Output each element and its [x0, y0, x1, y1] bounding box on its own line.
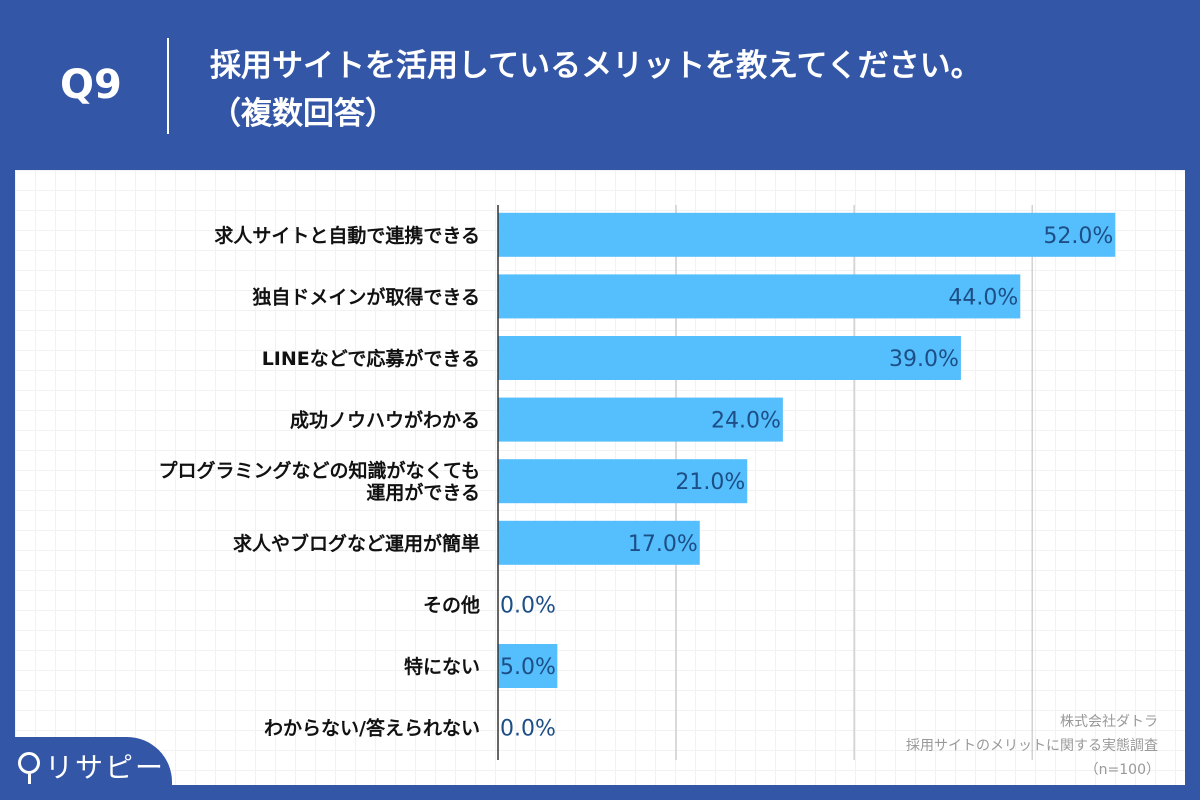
bar [498, 274, 1021, 319]
category-label: 特にない [404, 656, 480, 678]
bar [498, 336, 961, 380]
chart-title: 採用サイトを活用しているメリットを教えてください。 （複数回答） [210, 42, 982, 138]
title-line-2: （複数回答） [210, 96, 396, 132]
value-label: 44.0% [948, 285, 1018, 310]
value-label: 0.0% [500, 593, 556, 618]
divider [167, 38, 169, 134]
bar [498, 644, 558, 688]
source-survey: 採用サイトのメリットに関する実態調査 [906, 738, 1158, 754]
bar [498, 459, 748, 504]
value-label: 5.0% [500, 655, 556, 680]
source-n: （n=100） [1084, 762, 1160, 778]
value-label: 24.0% [711, 409, 781, 434]
category-label: LINEなどで応募ができる [262, 347, 480, 370]
category-label: その他 [423, 593, 480, 616]
logo: リサピー [45, 746, 165, 786]
bar [498, 397, 783, 442]
source-company: 株式会社ダトラ [1060, 714, 1158, 730]
title-line-1: 採用サイトを活用しているメリットを教えてください。 [210, 48, 982, 84]
category-label: 求人やブログなど運用が簡単 [233, 532, 480, 555]
question-number: Q9 [60, 62, 122, 108]
bar [498, 520, 700, 565]
value-label: 39.0% [889, 347, 959, 372]
value-label: 17.0% [628, 532, 698, 557]
value-label: 0.0% [500, 717, 556, 742]
value-label: 21.0% [675, 470, 745, 495]
bar-chart: 求人サイトと自動で連携できる 52.0% 独自ドメインが取得できる 44.0% LINE… [159, 205, 1116, 760]
category-label: わからない/答えられない [264, 717, 480, 740]
logo-text: リサピー [45, 751, 166, 784]
value-label: 52.0% [1043, 224, 1113, 249]
category-label: 独自ドメインが取得できる [252, 285, 480, 308]
chart-panel: 求人サイトと自動で連携できる 52.0% 独自ドメインが取得できる 44.0% LINE… [15, 170, 1185, 785]
category-label: プログラミングなどの知識がなくても [159, 459, 480, 482]
category-label: 求人サイトと自動で連携できる [214, 224, 480, 247]
category-label: 運用ができる [366, 481, 480, 504]
category-label: 成功ノウハウがわかる [290, 409, 480, 432]
bar [498, 212, 1116, 257]
logo-pin-icon [18, 752, 40, 784]
